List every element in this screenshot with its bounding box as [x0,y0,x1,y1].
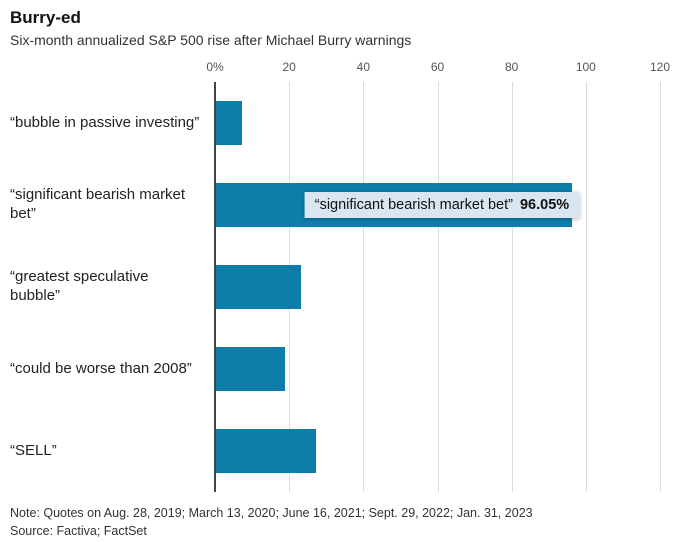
tooltip: “significant bearish market bet” 96.05% [304,192,580,218]
x-axis-tick-label: 80 [504,60,519,74]
bar[interactable] [216,101,242,145]
bar[interactable] [216,429,317,473]
category-label: “could be worse than 2008” [10,359,192,377]
gridline [363,82,365,492]
chart-source: Source: Factiva; FactSet [10,524,147,538]
x-axis-tick-label: 60 [430,60,445,74]
chart-subtitle: Six-month annualized S&P 500 rise after … [10,32,412,48]
gridline [511,82,513,492]
gridline [437,82,439,492]
category-label: “SELL” [10,441,57,459]
bar[interactable] [216,265,302,309]
gridline [660,82,661,492]
tooltip-label: “significant bearish market bet” [314,197,513,213]
x-axis-tick-label: 100 [575,60,596,74]
chart-title: Burry-ed [10,8,81,27]
x-axis-tick-label: 0% [206,60,224,74]
x-axis-tick-label: 40 [356,60,371,74]
zero-axis-line [214,82,216,492]
category-label: “significant bearish market bet” [10,186,186,222]
bar-chart: 0% 20 40 60 80 100 120 “bubble in passive inves… [10,60,670,492]
category-label: “greatest speculative bubble” [10,268,149,304]
category-label: “bubble in passive investing” [10,113,200,131]
gridline [585,82,587,492]
bar[interactable] [216,347,285,391]
tooltip-value: 96.05% [519,197,570,213]
x-axis-tick-label: 20 [282,60,296,74]
chart-note: Note: Quotes on Aug. 28, 2019; March 13,… [10,506,533,520]
x-axis-tick-label: 120 [649,60,671,74]
